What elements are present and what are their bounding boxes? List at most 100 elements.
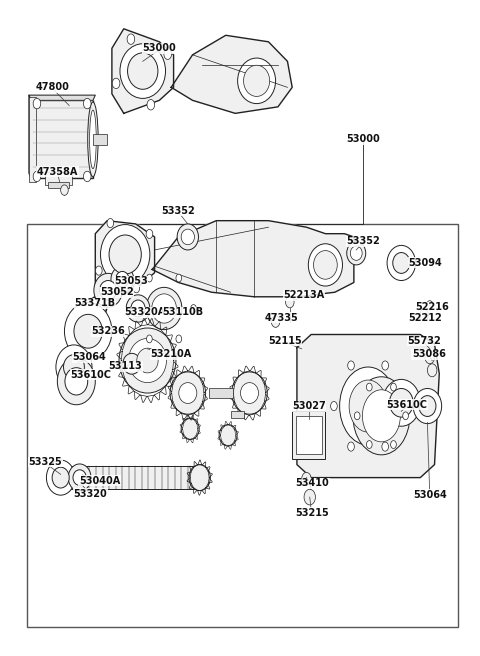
Circle shape — [331, 401, 337, 411]
Circle shape — [348, 361, 354, 370]
Circle shape — [286, 296, 294, 308]
Ellipse shape — [383, 379, 420, 426]
Circle shape — [353, 377, 410, 455]
Circle shape — [391, 441, 396, 449]
Circle shape — [426, 300, 433, 310]
Circle shape — [354, 412, 360, 420]
Text: 52115: 52115 — [268, 336, 302, 346]
Ellipse shape — [73, 470, 86, 485]
Text: 53610C: 53610C — [70, 370, 111, 380]
Ellipse shape — [219, 424, 237, 446]
Ellipse shape — [387, 245, 416, 281]
Ellipse shape — [126, 295, 150, 322]
Ellipse shape — [177, 224, 199, 250]
Circle shape — [33, 98, 41, 109]
Ellipse shape — [419, 396, 436, 417]
Circle shape — [271, 316, 280, 327]
Circle shape — [382, 442, 388, 451]
Polygon shape — [29, 95, 31, 178]
Ellipse shape — [57, 358, 96, 405]
Circle shape — [399, 401, 406, 411]
Circle shape — [176, 274, 181, 282]
Circle shape — [340, 367, 396, 445]
Ellipse shape — [393, 253, 410, 274]
Ellipse shape — [88, 102, 98, 176]
Text: 52216: 52216 — [416, 302, 449, 312]
Circle shape — [146, 274, 152, 282]
Circle shape — [84, 98, 91, 109]
Text: 55732: 55732 — [407, 336, 441, 346]
Text: 53113: 53113 — [108, 361, 142, 371]
Ellipse shape — [123, 354, 141, 374]
Text: 53215: 53215 — [295, 508, 328, 518]
Ellipse shape — [347, 241, 366, 265]
Circle shape — [146, 230, 153, 239]
Text: 53040A: 53040A — [79, 476, 120, 486]
Ellipse shape — [128, 53, 158, 89]
Text: 53320A: 53320A — [124, 308, 166, 318]
Circle shape — [147, 100, 155, 110]
Polygon shape — [112, 29, 174, 113]
Text: 53052: 53052 — [100, 287, 133, 297]
Ellipse shape — [243, 65, 270, 96]
Ellipse shape — [129, 338, 167, 382]
Circle shape — [348, 442, 354, 451]
Text: 53064: 53064 — [72, 352, 106, 362]
Ellipse shape — [65, 367, 88, 395]
Polygon shape — [297, 335, 439, 478]
Circle shape — [176, 335, 181, 343]
Circle shape — [427, 364, 437, 377]
Ellipse shape — [181, 418, 199, 440]
Circle shape — [420, 309, 428, 321]
Ellipse shape — [63, 355, 84, 379]
Ellipse shape — [181, 229, 194, 245]
Bar — [48, 182, 69, 188]
Circle shape — [362, 390, 400, 442]
Ellipse shape — [189, 464, 210, 491]
Bar — [93, 134, 107, 144]
Bar — [60, 466, 197, 489]
Ellipse shape — [413, 388, 442, 424]
Circle shape — [366, 383, 372, 391]
Ellipse shape — [389, 388, 413, 417]
Bar — [46, 172, 72, 185]
Circle shape — [391, 383, 396, 391]
Ellipse shape — [308, 244, 343, 286]
Text: 53094: 53094 — [408, 258, 442, 268]
Text: 47335: 47335 — [265, 313, 299, 323]
Circle shape — [33, 171, 41, 182]
Circle shape — [60, 185, 68, 195]
Polygon shape — [171, 35, 292, 113]
Circle shape — [112, 78, 120, 89]
Ellipse shape — [240, 382, 259, 403]
Ellipse shape — [109, 235, 141, 274]
Circle shape — [191, 304, 196, 312]
Text: 53410: 53410 — [296, 478, 329, 489]
Circle shape — [127, 34, 135, 45]
Circle shape — [403, 412, 408, 420]
Circle shape — [146, 335, 152, 343]
Ellipse shape — [146, 287, 182, 329]
Text: 53064: 53064 — [413, 489, 447, 499]
Ellipse shape — [137, 348, 158, 373]
Text: 53110B: 53110B — [163, 308, 204, 318]
Ellipse shape — [179, 382, 197, 403]
Circle shape — [96, 266, 102, 275]
Circle shape — [425, 351, 434, 364]
Text: 53086: 53086 — [412, 349, 446, 359]
Circle shape — [349, 380, 387, 432]
Circle shape — [366, 441, 372, 449]
Ellipse shape — [74, 314, 102, 348]
Circle shape — [107, 218, 114, 228]
Ellipse shape — [94, 274, 122, 307]
Ellipse shape — [111, 266, 134, 292]
Circle shape — [132, 304, 137, 312]
Ellipse shape — [313, 251, 337, 279]
Ellipse shape — [68, 464, 91, 491]
Bar — [209, 388, 233, 398]
Bar — [230, 411, 244, 418]
Polygon shape — [152, 220, 354, 297]
Bar — [31, 100, 93, 178]
Ellipse shape — [90, 110, 96, 169]
Circle shape — [382, 361, 388, 370]
